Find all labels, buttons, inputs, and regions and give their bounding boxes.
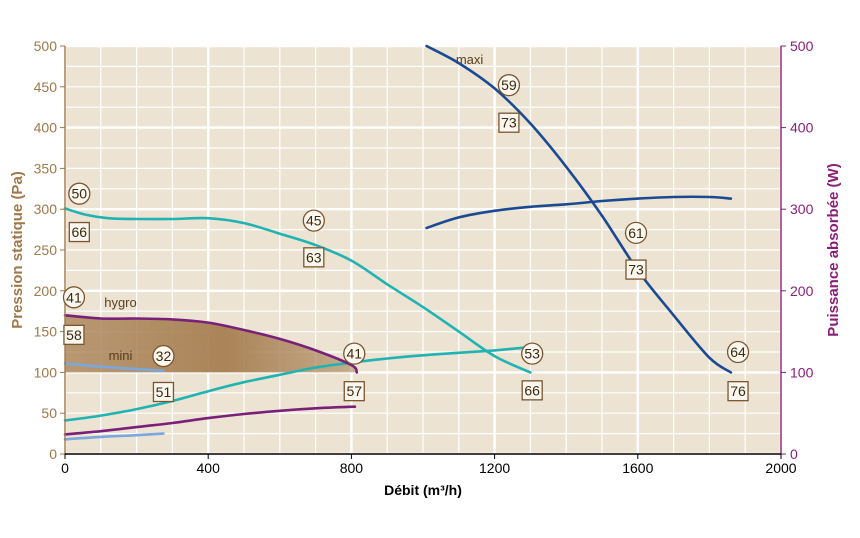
curve-label: maxi [456, 52, 484, 67]
badge-value: 53 [524, 346, 540, 362]
badge-value: 57 [346, 383, 362, 399]
badge-circle [62, 286, 86, 309]
y-right-tick-label: 100 [790, 364, 814, 380]
badge-circle [497, 74, 521, 97]
axes: 0501001502002503003504004505000100200300… [34, 38, 814, 476]
annotation-badge: 58 [63, 324, 85, 346]
x-tick-label: 400 [197, 460, 221, 476]
badge-circle [343, 342, 366, 365]
y-left-tick-label: 50 [41, 405, 57, 421]
series-line-3 [63, 345, 532, 422]
y-left-tick-label: 300 [34, 201, 58, 217]
badge-value: 59 [501, 77, 517, 93]
y-axis-left-title: Pression statique (Pa) [9, 171, 26, 329]
series-line-0 [425, 44, 733, 374]
badge-box [303, 247, 325, 268]
badge-circle [624, 221, 648, 245]
badge-circle [726, 340, 750, 364]
x-tick-label: 800 [340, 460, 364, 476]
annotation-badge: 73 [498, 112, 520, 133]
badge-value: 61 [628, 225, 644, 241]
y-right-tick-label: 0 [790, 446, 798, 462]
annotation-badge: 45 [302, 209, 325, 232]
badge-circle [302, 209, 325, 232]
y-left-tick-label: 150 [34, 324, 58, 340]
annotation-badge: 53 [521, 342, 544, 365]
series-line-4 [63, 314, 359, 374]
x-tick-label: 0 [61, 460, 69, 476]
badge-box [152, 381, 175, 403]
badge-box [63, 324, 85, 346]
annotation-badge: 57 [343, 381, 365, 402]
x-tick-label: 1600 [622, 460, 653, 476]
badge-value: 51 [156, 384, 172, 400]
badge-circle [521, 342, 544, 365]
series-line-1 [425, 195, 733, 230]
curve-label: hygro [104, 295, 137, 310]
annotation-badge: 63 [303, 247, 325, 268]
annotation-badge: 66 [521, 380, 543, 401]
y-left-tick-label: 100 [34, 364, 58, 380]
badge-box [498, 112, 520, 133]
badge-value: 64 [730, 344, 746, 360]
annotation-badge: 76 [727, 381, 749, 402]
badge-value: 58 [66, 327, 82, 343]
y-left-tick-label: 0 [49, 446, 57, 462]
y-left-tick-label: 200 [34, 283, 58, 299]
badge-value: 41 [66, 289, 82, 305]
x-tick-label: 1200 [479, 460, 510, 476]
series-curves [63, 44, 733, 441]
series-line-5 [63, 405, 357, 436]
series-line-7 [63, 432, 165, 441]
annotation-badge: 32 [152, 344, 175, 368]
y-left-tick-label: 250 [34, 242, 58, 258]
annotation-badge: 64 [726, 340, 750, 364]
badge-value: 32 [156, 348, 172, 364]
annotation-badge: 51 [152, 381, 175, 403]
y-left-tick-label: 350 [34, 160, 58, 176]
y-right-tick-label: 300 [790, 201, 814, 217]
badge-value: 41 [346, 346, 362, 362]
annotations: 50 66 45 63 59 73 61 73 53 66 64 76 41 58 41 57 32 51 [62, 74, 750, 403]
badge-value: 66 [524, 382, 540, 398]
y-right-tick-label: 200 [790, 283, 814, 299]
x-tick-label: 2000 [765, 460, 796, 476]
series-line-2 [63, 207, 532, 374]
x-axis-title: Débit (m³/h) [384, 482, 462, 498]
badge-box [343, 381, 365, 402]
badge-box [727, 381, 749, 402]
badge-value: 50 [72, 186, 88, 202]
badge-value: 45 [306, 213, 322, 229]
badge-value: 76 [730, 383, 746, 399]
badge-circle [152, 344, 175, 368]
annotation-badge: 50 [68, 182, 91, 205]
badge-value: 63 [306, 249, 322, 265]
badge-box [68, 221, 90, 243]
curve-label: mini [109, 348, 133, 363]
badge-value: 73 [501, 115, 517, 131]
y-right-tick-label: 500 [790, 38, 814, 54]
y-axis-right-title: Puissance absorbée (W) [825, 163, 842, 336]
annotation-badge: 73 [625, 259, 647, 280]
annotation-badge: 61 [624, 221, 648, 245]
badge-circle [68, 182, 91, 205]
y-left-tick-label: 400 [34, 120, 58, 136]
badge-value: 66 [72, 224, 88, 240]
annotation-badge: 41 [62, 286, 86, 309]
curve-labels: maxi hygro mini [104, 52, 483, 363]
series-line-6 [63, 362, 165, 373]
annotation-badge: 59 [497, 74, 521, 97]
annotation-badge: 66 [68, 221, 90, 243]
badge-box [521, 380, 543, 401]
y-left-tick-label: 450 [34, 79, 58, 95]
annotation-badge: 41 [343, 342, 366, 365]
hygro-operating-zone [65, 315, 357, 373]
y-left-tick-label: 500 [34, 38, 58, 54]
y-right-tick-label: 400 [790, 120, 814, 136]
badge-box [625, 259, 647, 280]
badge-value: 73 [628, 262, 644, 278]
